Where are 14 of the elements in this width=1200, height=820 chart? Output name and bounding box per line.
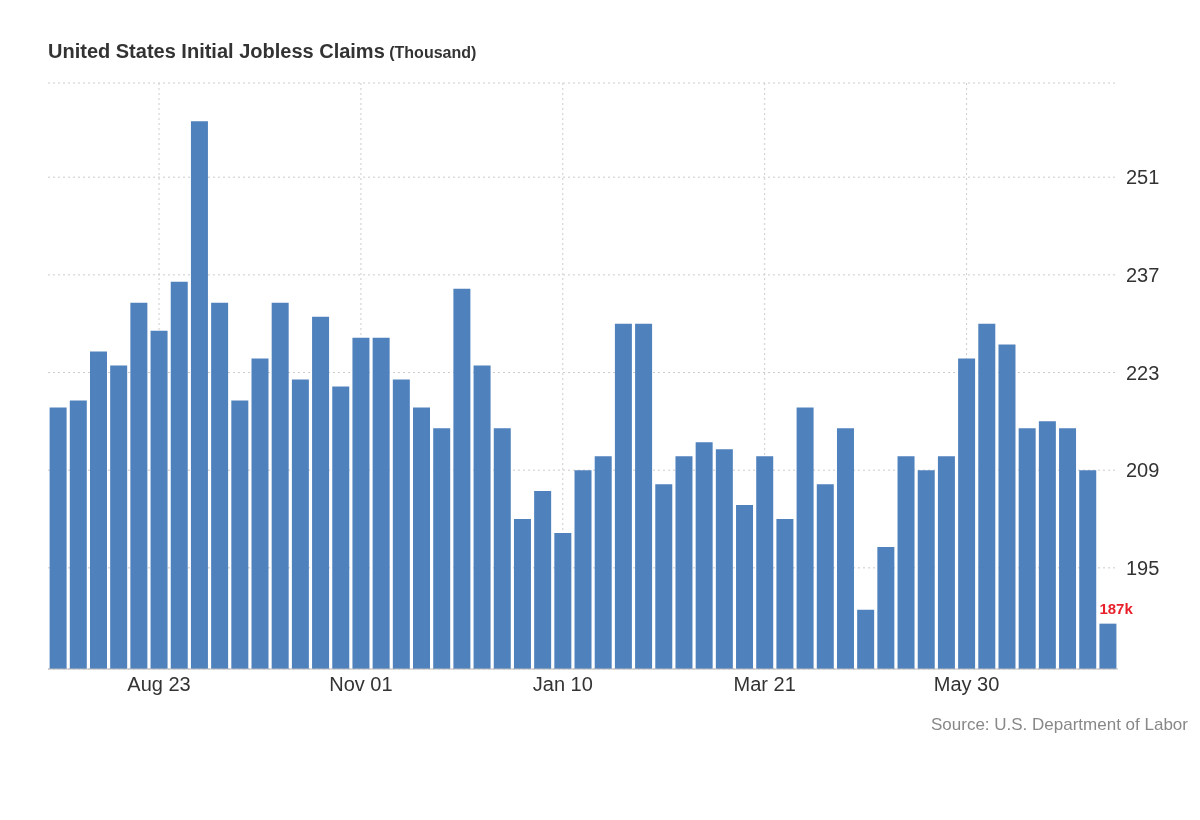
x-tick-label: Aug 23 bbox=[127, 673, 191, 696]
y-tick-label: 251 bbox=[1126, 166, 1160, 189]
chart-title: United States Initial Jobless Claims bbox=[48, 40, 385, 62]
x-tick-label: Mar 21 bbox=[733, 673, 796, 696]
x-tick-label: Nov 01 bbox=[329, 673, 393, 696]
chart-subtitle: (Thousand) bbox=[389, 44, 477, 61]
x-tick-label: May 30 bbox=[933, 673, 1000, 696]
y-tick-label: 223 bbox=[1126, 361, 1160, 384]
y-tick-label: 195 bbox=[1126, 556, 1160, 579]
y-tick-label: 209 bbox=[1126, 459, 1160, 482]
source-note: Source: U.S. Department of Labor bbox=[929, 715, 1189, 735]
y-tick-label: 237 bbox=[1126, 263, 1160, 286]
x-tick-label: Jan 10 bbox=[532, 673, 593, 696]
data-label: 187k bbox=[1099, 599, 1134, 617]
